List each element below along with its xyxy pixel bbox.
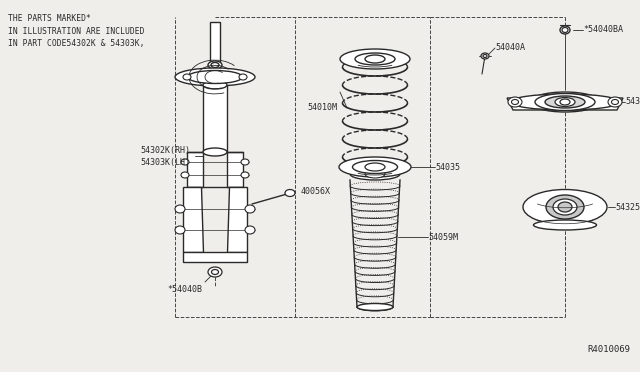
Polygon shape [187,152,203,187]
Text: 54325: 54325 [615,202,640,212]
Text: 54302K(RH): 54302K(RH) [140,145,190,154]
Ellipse shape [523,189,607,224]
Ellipse shape [535,93,595,110]
Ellipse shape [245,205,255,213]
Ellipse shape [562,28,568,32]
Ellipse shape [241,172,249,178]
Text: 54010M: 54010M [307,103,337,112]
Ellipse shape [483,55,487,58]
Ellipse shape [365,170,385,178]
Ellipse shape [555,97,575,106]
Ellipse shape [239,74,247,80]
Ellipse shape [340,49,410,69]
Ellipse shape [546,195,584,219]
Ellipse shape [365,163,385,171]
Text: R4010069: R4010069 [587,345,630,354]
Ellipse shape [608,97,622,107]
Ellipse shape [511,99,518,105]
Ellipse shape [545,96,585,108]
Ellipse shape [339,157,411,177]
Ellipse shape [241,159,249,165]
Text: 54040A: 54040A [495,44,525,52]
Text: 54320: 54320 [625,97,640,106]
Ellipse shape [530,92,600,112]
Ellipse shape [188,71,243,83]
Ellipse shape [510,94,620,110]
Ellipse shape [175,205,185,213]
Text: 54035: 54035 [435,163,460,171]
Ellipse shape [365,55,385,63]
Ellipse shape [285,189,295,196]
Polygon shape [203,85,227,152]
Ellipse shape [181,172,189,178]
Text: *54040B: *54040B [168,285,202,295]
Ellipse shape [560,99,570,105]
Ellipse shape [175,68,255,86]
Ellipse shape [508,97,522,107]
Polygon shape [227,152,243,187]
Ellipse shape [211,269,218,275]
Text: 54303K(LH): 54303K(LH) [140,157,190,167]
Ellipse shape [553,199,577,215]
Ellipse shape [353,160,397,173]
Ellipse shape [560,26,570,34]
Ellipse shape [534,220,596,230]
Ellipse shape [208,267,222,277]
Polygon shape [507,98,623,110]
Ellipse shape [181,159,189,165]
Ellipse shape [175,226,185,234]
Polygon shape [183,252,247,262]
Ellipse shape [540,192,590,222]
Ellipse shape [481,53,489,59]
Ellipse shape [203,148,227,156]
Ellipse shape [558,202,572,212]
Ellipse shape [611,99,618,105]
Ellipse shape [208,61,222,69]
Ellipse shape [245,226,255,234]
Text: *54040BA: *54040BA [583,26,623,35]
Polygon shape [183,187,203,252]
Polygon shape [227,187,247,252]
Ellipse shape [183,74,191,80]
Text: THE PARTS MARKED*
IN ILLUSTRATION ARE INCLUDED
IN PART CODE54302K & 54303K,: THE PARTS MARKED* IN ILLUSTRATION ARE IN… [8,14,145,48]
Ellipse shape [355,53,395,65]
Text: 40056X: 40056X [301,187,331,196]
Polygon shape [210,22,220,67]
Ellipse shape [211,62,219,67]
Text: 54059M: 54059M [428,232,458,241]
Ellipse shape [203,81,227,89]
Ellipse shape [357,304,393,311]
Ellipse shape [350,168,400,180]
